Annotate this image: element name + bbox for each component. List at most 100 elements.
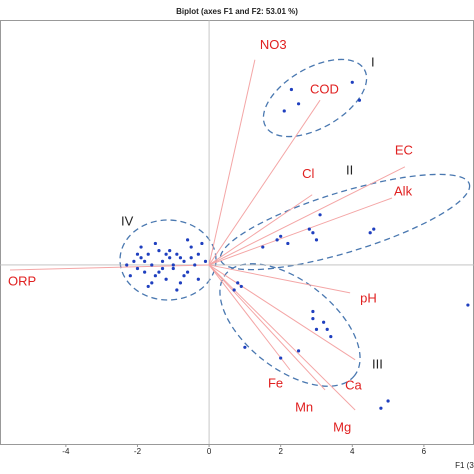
observation-point (296, 102, 301, 106)
group-label: IV (121, 213, 134, 228)
loading-vector (208, 264, 326, 391)
observation-point (193, 263, 197, 267)
observation-point (189, 245, 193, 249)
ellipse-iii (219, 263, 361, 387)
group-label: I (371, 54, 375, 69)
x-tick-label: -2 (134, 447, 142, 456)
observation-point (279, 356, 283, 360)
vector-label: COD (310, 82, 339, 97)
vector-label: Cl (302, 166, 314, 181)
observation-point (139, 256, 143, 260)
observation-point (236, 281, 240, 285)
vector-label: Mn (295, 399, 313, 414)
vector-label: Mg (333, 419, 351, 434)
observation-point (143, 259, 147, 263)
observation-point (232, 288, 236, 292)
x-tick-label: 0 (207, 447, 212, 456)
observation-point (386, 399, 390, 403)
vector-label: ORP (8, 273, 36, 288)
observation-point (350, 80, 354, 84)
x-tick-label: -4 (62, 447, 70, 456)
observation-point (282, 109, 286, 113)
observation-point (289, 87, 294, 92)
observation-point (150, 263, 154, 267)
vector-label: Fe (268, 375, 283, 390)
observation-point (168, 256, 172, 260)
observation-point (296, 349, 301, 353)
observation-point (329, 334, 333, 339)
loading-vector (208, 197, 393, 266)
observation-point (182, 259, 186, 263)
loading-vector (208, 264, 351, 294)
observation-point (164, 277, 168, 281)
observation-point (466, 303, 470, 307)
observation-point (143, 270, 147, 274)
observation-point (132, 259, 136, 263)
plot-frame (0, 20, 474, 445)
loading-vector (208, 194, 313, 266)
loading-vector (208, 166, 406, 266)
observation-point (311, 309, 315, 314)
loading-vector (208, 264, 356, 361)
observation-point (325, 327, 329, 332)
group-label: III (372, 356, 383, 371)
chart-title: Biplot (axes F1 and F2: 53.01 %) (176, 7, 298, 16)
observation-point (168, 249, 172, 253)
observation-point (196, 277, 200, 281)
observation-point (171, 263, 175, 267)
observation-point (171, 266, 175, 271)
observation-point (314, 327, 319, 332)
observation-point (125, 263, 129, 267)
observation-point (153, 241, 157, 246)
observation-point (135, 266, 140, 271)
observation-point (357, 98, 362, 102)
loading-vector (10, 264, 210, 271)
observation-point (372, 227, 376, 231)
ellipse-ii (219, 173, 471, 271)
observation-point (379, 406, 383, 410)
vector-label: NO3 (260, 37, 287, 52)
group-ellipses (119, 58, 471, 387)
observation-point (275, 238, 279, 242)
observation-point (160, 266, 165, 271)
observation-point (239, 284, 243, 289)
x-tick-label: 4 (350, 447, 355, 456)
observation-point (153, 274, 157, 278)
observation-point (178, 281, 183, 285)
vector-label: EC (395, 142, 413, 157)
observation-point (175, 288, 179, 292)
observation-point (318, 213, 322, 217)
observation-point (189, 256, 193, 260)
loading-vector (208, 99, 321, 266)
x-axis-label: F1 (35.5 (455, 461, 474, 470)
observation-point (314, 238, 319, 242)
observation-point (286, 241, 290, 246)
vector-label: Alk (394, 183, 413, 198)
ellipse-i (262, 58, 368, 138)
observation-point (307, 227, 311, 231)
observation-point (150, 281, 154, 285)
observation-point (175, 252, 179, 256)
observation-point (128, 274, 132, 278)
observation-point (200, 241, 204, 246)
group-label: II (346, 162, 353, 177)
vector-label: Ca (345, 377, 362, 392)
observation-point (243, 345, 247, 349)
observation-point (146, 252, 150, 256)
observation-point (139, 245, 143, 249)
observation-point (146, 284, 150, 289)
observation-point (185, 238, 190, 242)
observation-point (261, 245, 265, 249)
observation-point (279, 234, 283, 238)
observation-point (164, 252, 168, 256)
observation-point (185, 270, 190, 274)
observation-point (322, 320, 326, 324)
observation-point (182, 274, 186, 278)
observation-point (203, 259, 208, 263)
loading-vector (208, 59, 256, 266)
observation-point (196, 252, 200, 256)
x-tick-label: 6 (422, 447, 427, 456)
observation-point (311, 317, 315, 321)
vector-label: pH (360, 290, 377, 305)
